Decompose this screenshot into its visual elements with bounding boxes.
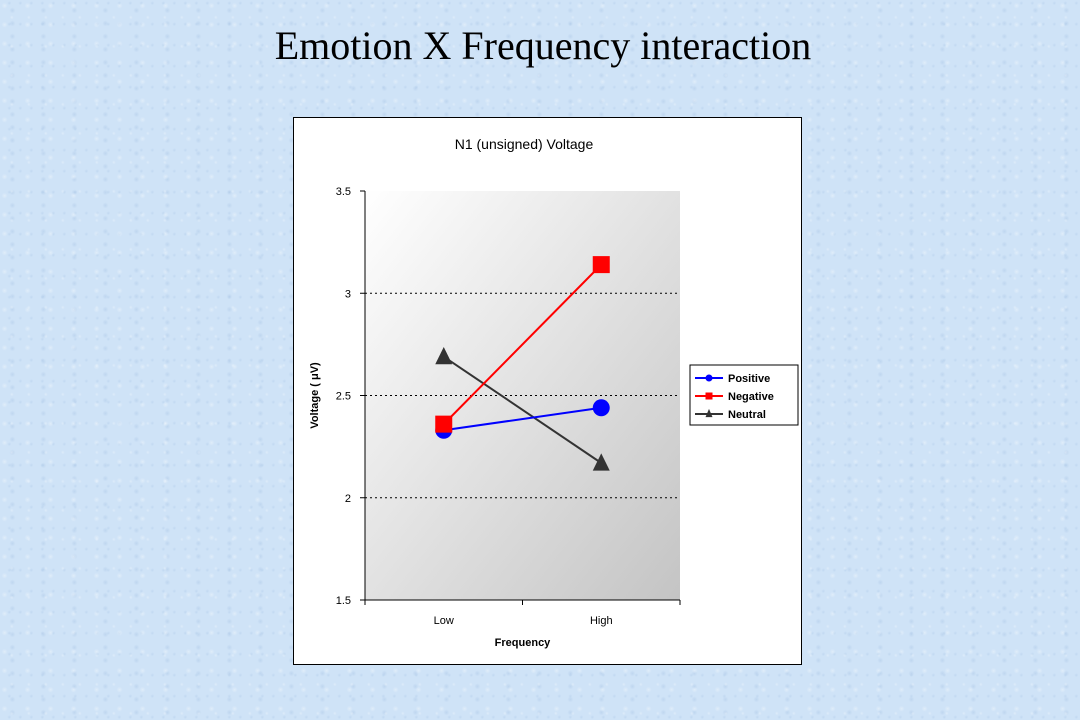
legend-label: Positive bbox=[728, 373, 770, 385]
slide-title: Emotion X Frequency interaction bbox=[274, 23, 812, 68]
legend-marker bbox=[705, 374, 713, 382]
y-tick-label: 3 bbox=[345, 288, 351, 300]
data-point-negative bbox=[592, 256, 610, 274]
x-axis-label: Frequency bbox=[495, 637, 552, 649]
data-point-neutral bbox=[592, 453, 610, 471]
axes: 1.5 2 2.5 3 3.5 Low High bbox=[336, 186, 681, 627]
y-tick-label: 2.5 bbox=[336, 391, 351, 403]
legend-label: Neutral bbox=[728, 409, 766, 421]
chart-panel: N1 (unsigned) Voltage 1.5 2 2.5 3 3.5 Low High… bbox=[293, 117, 802, 665]
y-tick-label: 2 bbox=[345, 493, 351, 505]
chart-svg: N1 (unsigned) Voltage 1.5 2 2.5 3 3.5 Low High… bbox=[309, 136, 799, 649]
y-tick-label: 1.5 bbox=[336, 595, 351, 607]
chart-title: N1 (unsigned) Voltage bbox=[455, 136, 594, 152]
legend-label: Negative bbox=[728, 391, 774, 403]
series-line-positive bbox=[443, 406, 602, 432]
y-axis-label: Voltage ( μV) bbox=[309, 362, 321, 429]
x-tick-label: High bbox=[590, 615, 613, 627]
series-line-negative bbox=[443, 263, 602, 425]
series-line-neutral bbox=[443, 355, 602, 464]
data-point-neutral bbox=[435, 346, 453, 365]
legend-marker bbox=[705, 408, 713, 418]
data-point-negative bbox=[435, 415, 453, 433]
plot-area bbox=[365, 191, 680, 600]
y-tick-label: 3.5 bbox=[336, 186, 351, 198]
series-layer bbox=[435, 256, 610, 471]
x-tick-label: Low bbox=[434, 615, 454, 627]
legend: Positive Negative Neutral bbox=[689, 364, 799, 426]
data-point-positive bbox=[592, 399, 610, 417]
legend-marker bbox=[705, 392, 713, 400]
